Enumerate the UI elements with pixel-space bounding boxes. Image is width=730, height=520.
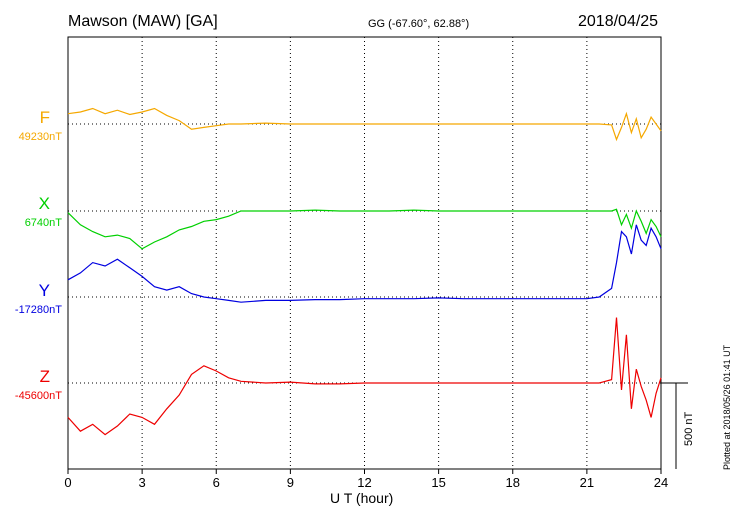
x-tick-label-24: 24 [654,475,668,490]
x-axis-label: U T (hour) [330,490,394,506]
baseline-label-y: -17280nT [14,304,62,316]
scale-bar-label: 500 nT [683,411,695,446]
x-tick-label-0: 0 [64,475,71,490]
scale-bar: 500 nT [661,382,695,469]
grid-lines [141,37,588,469]
x-axis-ticks: 0 3 6 9 12 15 18 21 24 [64,469,668,490]
component-label-y: Y [38,281,50,300]
x-tick-label-9: 9 [287,475,294,490]
x-tick-label-18: 18 [506,475,520,490]
baseline-label-x: 6740nT [24,217,62,229]
x-tick-label-3: 3 [139,475,146,490]
component-label-f: F [39,108,50,127]
series-z [67,317,662,436]
x-tick-label-21: 21 [580,475,594,490]
geographic-coordinates: GG (-67.60°, 62.88°) [368,18,470,30]
x-tick-label-12: 12 [357,475,371,490]
series-group [67,107,662,436]
baseline-label-z: -45600nT [14,390,62,402]
series-y [67,224,662,303]
baseline-label-f: 49230nT [18,131,62,143]
component-label-x: X [38,194,50,213]
series-x [67,208,662,250]
series-f [67,107,662,142]
component-label-z: Z [39,367,50,386]
date-label: 2018/04/25 [578,13,659,30]
x-tick-label-15: 15 [431,475,445,490]
station-title: Mawson (MAW) [GA] [68,13,218,30]
x-tick-label-6: 6 [213,475,220,490]
plotted-timestamp: Plotted at 2018/05/26 01:41 UT [722,344,730,470]
